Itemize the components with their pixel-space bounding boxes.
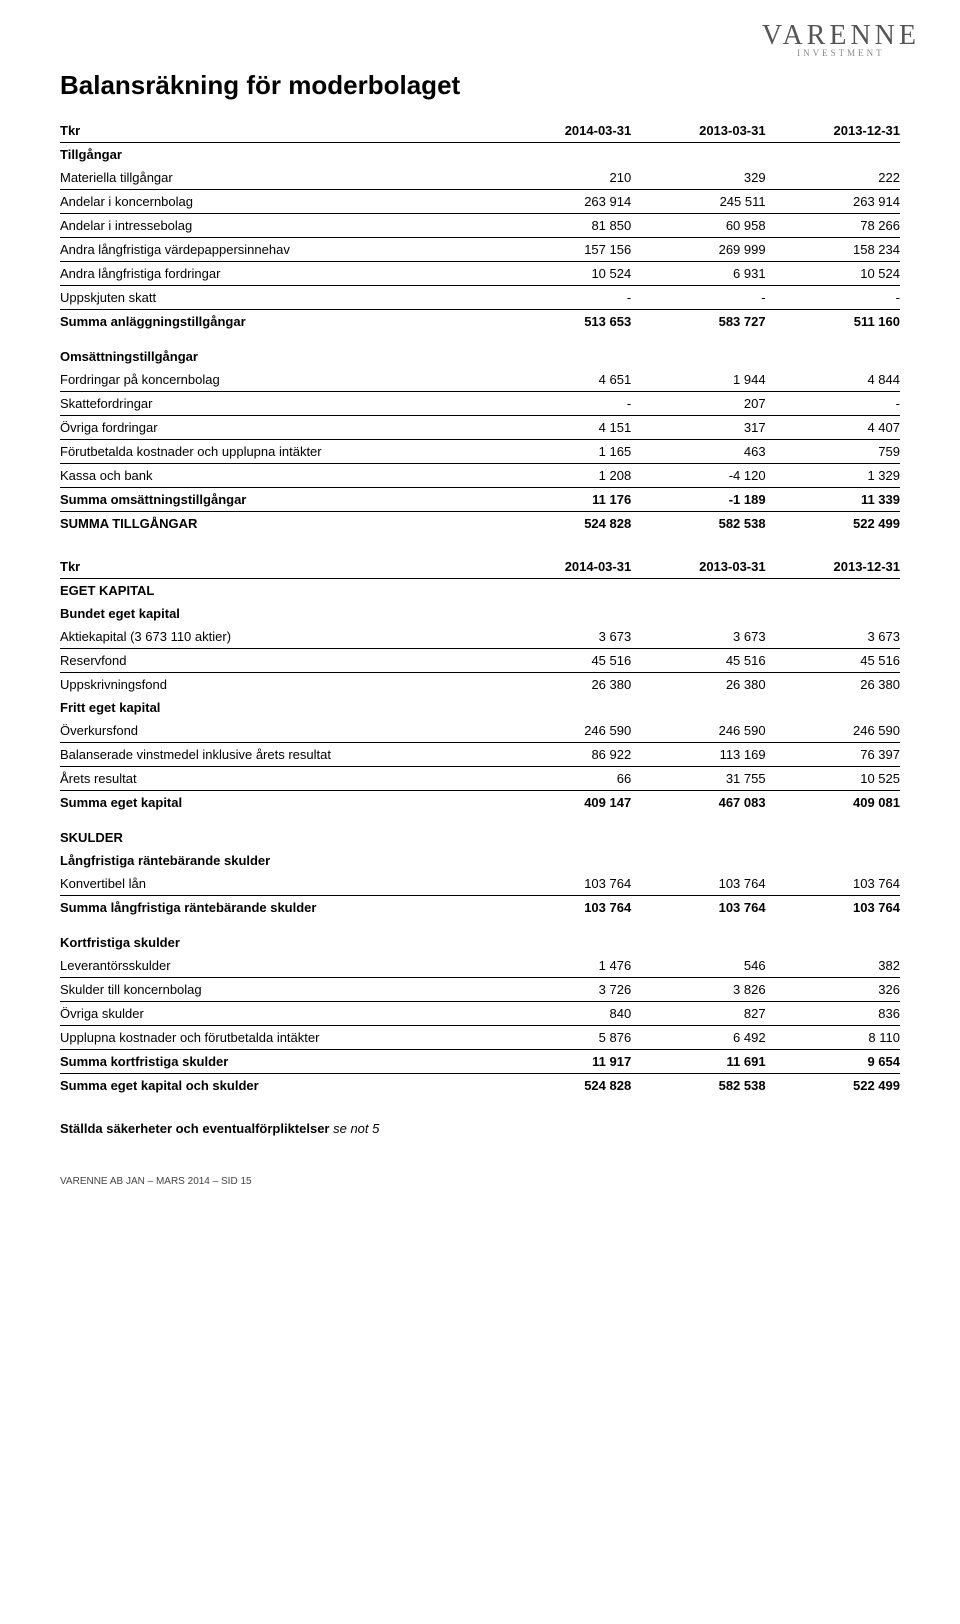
footnote-bold: Ställda säkerheter och eventualförplikte… bbox=[60, 1121, 333, 1136]
col-label: Tkr bbox=[60, 119, 497, 143]
section-bundet: Bundet eget kapital bbox=[60, 602, 900, 625]
table-row: Reservfond45 51645 51645 516 bbox=[60, 649, 900, 673]
table-row: Förutbetalda kostnader och upplupna intä… bbox=[60, 440, 900, 464]
table-row: Konvertibel lån103 764103 764103 764 bbox=[60, 872, 900, 896]
sum-row: Summa eget kapital409 147467 083409 081 bbox=[60, 791, 900, 815]
table-row: Aktiekapital (3 673 110 aktier)3 6733 67… bbox=[60, 625, 900, 649]
table-row: Övriga skulder840827836 bbox=[60, 1002, 900, 1026]
table-row: Skattefordringar-207- bbox=[60, 392, 900, 416]
table-row: Materiella tillgångar210329222 bbox=[60, 166, 900, 190]
table-row: Fordringar på koncernbolag4 6511 9444 84… bbox=[60, 368, 900, 392]
sum-row: Summa omsättningstillgångar11 176-1 1891… bbox=[60, 488, 900, 512]
section-eget-kapital: EGET KAPITAL bbox=[60, 579, 900, 603]
footnote: Ställda säkerheter och eventualförplikte… bbox=[60, 1121, 900, 1136]
sum-row: Summa kortfristiga skulder11 91711 6919 … bbox=[60, 1050, 900, 1074]
table-row: Uppskrivningsfond26 38026 38026 380 bbox=[60, 673, 900, 697]
section-langfristiga: Långfristiga räntebärande skulder bbox=[60, 849, 900, 872]
table-header-row: Tkr 2014-03-31 2013-03-31 2013-12-31 bbox=[60, 555, 900, 579]
sum-row: Summa långfristiga räntebärande skulder1… bbox=[60, 896, 900, 920]
col-2013-03: 2013-03-31 bbox=[631, 119, 765, 143]
page-footer: VARENNE AB JAN – MARS 2014 – SID 15 bbox=[60, 1176, 900, 1187]
col-2014: 2014-03-31 bbox=[497, 119, 631, 143]
col-2013-12: 2013-12-31 bbox=[766, 119, 900, 143]
table-row: Andra långfristiga fordringar10 5246 931… bbox=[60, 262, 900, 286]
table-row: Andelar i koncernbolag263 914245 511263 … bbox=[60, 190, 900, 214]
table-row: Balanserade vinstmedel inklusive årets r… bbox=[60, 743, 900, 767]
footnote-italic: se not 5 bbox=[333, 1121, 379, 1136]
table-row: Årets resultat6631 75510 525 bbox=[60, 767, 900, 791]
section-skulder: SKULDER bbox=[60, 814, 900, 849]
table-row: Övriga fordringar4 1513174 407 bbox=[60, 416, 900, 440]
section-tillgangar: Tillgångar bbox=[60, 143, 900, 167]
sum-row: SUMMA TILLGÅNGAR524 828582 538522 499 bbox=[60, 512, 900, 536]
table-row: Skulder till koncernbolag3 7263 826326 bbox=[60, 978, 900, 1002]
table-row: Andelar i intressebolag81 85060 95878 26… bbox=[60, 214, 900, 238]
table-row: Kassa och bank1 208-4 1201 329 bbox=[60, 464, 900, 488]
table-row: Andra långfristiga värdepappersinnehav15… bbox=[60, 238, 900, 262]
table-header-row: Tkr 2014-03-31 2013-03-31 2013-12-31 bbox=[60, 119, 900, 143]
sum-row: Summa anläggningstillgångar513 653583 72… bbox=[60, 310, 900, 334]
table-row: Upplupna kostnader och förutbetalda intä… bbox=[60, 1026, 900, 1050]
section-kortfristiga: Kortfristiga skulder bbox=[60, 919, 900, 954]
table-row: Uppskjuten skatt--- bbox=[60, 286, 900, 310]
balance-sheet-table: Tkr 2014-03-31 2013-03-31 2013-12-31 Til… bbox=[60, 119, 900, 1097]
section-omsattning: Omsättningstillgångar bbox=[60, 333, 900, 368]
section-fritt: Fritt eget kapital bbox=[60, 696, 900, 719]
table-row: Överkursfond246 590246 590246 590 bbox=[60, 719, 900, 743]
logo: VARENNE INVESTMENT bbox=[762, 20, 920, 58]
page-title: Balansräkning för moderbolaget bbox=[60, 70, 900, 101]
table-row: Leverantörsskulder1 476546382 bbox=[60, 954, 900, 978]
sum-row: Summa eget kapital och skulder524 828582… bbox=[60, 1074, 900, 1098]
